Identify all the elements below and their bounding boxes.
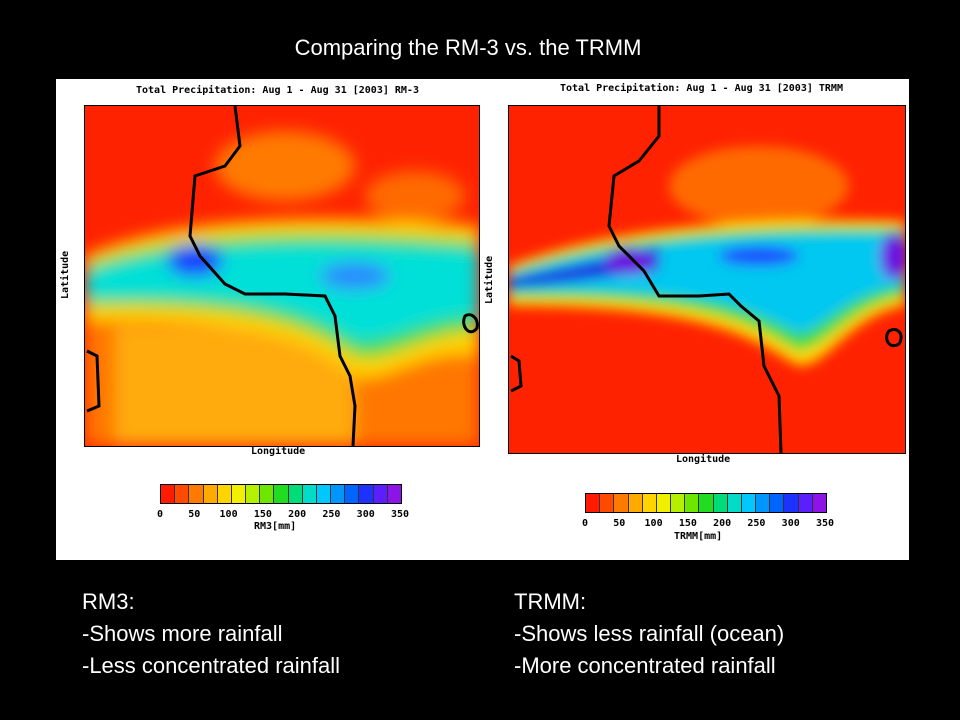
colorbar-swatch xyxy=(671,494,686,512)
colorbar-swatch xyxy=(614,494,629,512)
colorbar-swatch xyxy=(373,485,388,503)
colorbar-swatch xyxy=(189,485,204,503)
colorbar-tick-label: 350 xyxy=(390,509,410,520)
colorbar-tick-label: 100 xyxy=(644,518,663,529)
colorbar-tick-label: 0 xyxy=(581,518,589,529)
colorbar-swatch xyxy=(812,494,826,512)
slide-title: Comparing the RM-3 vs. the TRMM xyxy=(294,35,642,60)
colorbar-tick-label: 250 xyxy=(747,518,766,529)
colorbar-swatch xyxy=(586,494,601,512)
notes-trmm-line2: -More concentrated rainfall xyxy=(514,653,776,678)
colorbar-tick-label: 100 xyxy=(219,509,238,520)
colorbar-swatch xyxy=(288,485,303,503)
colorbar-ticks-rm3: 0 50 100 150 200 250 300 350 xyxy=(156,509,409,521)
colorbar-tick-label: 200 xyxy=(288,509,307,520)
panel-title-rm3: Total Precipitation: Aug 1 - Aug 31 [200… xyxy=(136,85,419,96)
colorbar-swatch xyxy=(331,485,346,503)
colorbar-swatch xyxy=(713,494,728,512)
colorbar-tick-label: 50 xyxy=(188,509,201,520)
colorbar-tick-label: 250 xyxy=(322,509,341,520)
colorbar-tick-label: 0 xyxy=(156,509,164,520)
figure-image: Total Precipitation: Aug 1 - Aug 31 [200… xyxy=(56,79,909,560)
colorbar-tick-label: 300 xyxy=(781,518,800,529)
colorbar-swatch xyxy=(203,485,218,503)
colorbar-swatch xyxy=(784,494,799,512)
colorbar-tick-label: 350 xyxy=(815,518,835,529)
colorbar-swatch xyxy=(798,494,813,512)
colorbar-swatch xyxy=(656,494,672,512)
colorbar-tick-label: 50 xyxy=(613,518,626,529)
colorbar-swatch xyxy=(642,494,657,512)
xlabel-rm3: Longitude xyxy=(251,446,306,457)
colorbar-swatch xyxy=(175,485,190,503)
colorbar-swatch xyxy=(302,485,317,503)
colorbar-label-trmm: TRMM[mm] xyxy=(674,531,723,542)
ylabel-rm3: Latitude xyxy=(60,250,71,299)
colorbar-swatch xyxy=(274,485,289,503)
colorbar-swatch xyxy=(217,485,232,503)
map-rm3 xyxy=(84,105,480,447)
colorbar-swatch xyxy=(387,485,401,503)
colorbar-swatch xyxy=(699,494,714,512)
colorbar-swatch xyxy=(231,485,247,503)
colorbar-swatch xyxy=(316,485,332,503)
colorbar-swatch xyxy=(685,494,700,512)
xlabel-trmm: Longitude xyxy=(676,454,731,465)
colorbar-ticks-trmm: 0 50 100 150 200 250 300 350 xyxy=(581,518,834,530)
notes-trmm-heading: TRMM: xyxy=(514,589,587,614)
colorbar-swatch xyxy=(359,485,374,503)
notes-rm3-line2: -Less concentrated rainfall xyxy=(82,653,341,678)
notes-trmm: TRMM: -Shows less rainfall (ocean) -More… xyxy=(514,586,784,682)
colorbar-swatch xyxy=(741,494,757,512)
ylabel-trmm: Latitude xyxy=(484,255,495,304)
panel-title-trmm: Total Precipitation: Aug 1 - Aug 31 [200… xyxy=(560,83,843,94)
notes-rm3-heading: RM3: xyxy=(82,589,135,614)
colorbar-swatch xyxy=(628,494,643,512)
colorbar-tick-label: 300 xyxy=(356,509,375,520)
colorbar-swatch xyxy=(161,485,176,503)
colorbar-swatch xyxy=(770,494,785,512)
colorbar-tick-label: 150 xyxy=(678,518,697,529)
notes-rm3: RM3: -Shows more rainfall -Less concentr… xyxy=(82,586,340,682)
notes-rm3-line1: -Shows more rainfall xyxy=(82,621,283,646)
colorbar-tick-label: 200 xyxy=(713,518,732,529)
map-trmm xyxy=(508,105,906,454)
colorbar-swatch xyxy=(246,485,261,503)
colorbar-swatch xyxy=(345,485,360,503)
notes-trmm-line1: -Shows less rainfall (ocean) xyxy=(514,621,785,646)
colorbar-swatch xyxy=(260,485,275,503)
colorbar-swatch xyxy=(756,494,771,512)
colorbar-rm3 xyxy=(160,484,402,504)
colorbar-label-rm3: RM3[mm] xyxy=(254,521,297,532)
colorbar-swatch xyxy=(600,494,615,512)
colorbar-swatch xyxy=(727,494,742,512)
colorbar-tick-label: 150 xyxy=(253,509,272,520)
colorbar-trmm xyxy=(585,493,827,513)
